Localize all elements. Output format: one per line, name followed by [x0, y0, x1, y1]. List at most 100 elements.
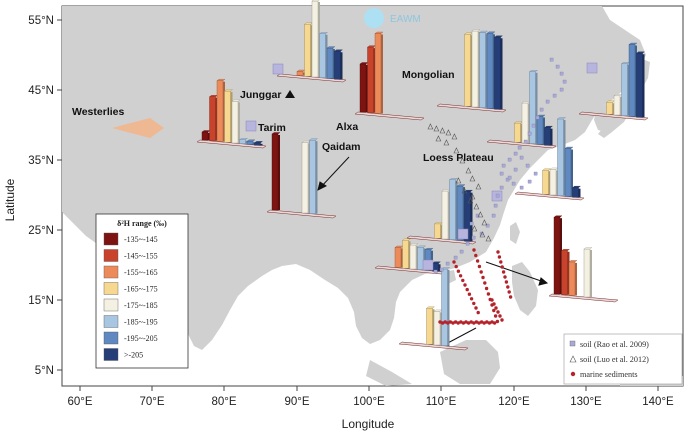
bar — [553, 216, 561, 295]
marine-dot — [492, 302, 496, 306]
bar — [561, 250, 568, 295]
bar — [319, 33, 326, 78]
marine-dot — [474, 306, 478, 310]
y-tick-label: 5°N — [35, 365, 54, 377]
bar — [231, 101, 239, 144]
bar — [311, 0, 319, 78]
legend-swatch — [103, 348, 119, 361]
bar-top — [471, 29, 481, 32]
bar-top — [456, 184, 466, 187]
bar-top — [311, 0, 320, 2]
bar-top — [636, 51, 645, 54]
soil-luo-marker — [453, 147, 460, 154]
dot-icon — [570, 371, 576, 377]
marine-dot — [472, 248, 476, 252]
bar-side — [340, 52, 343, 80]
site-count-box — [586, 62, 598, 74]
bar-side — [366, 65, 368, 112]
marine-dot — [469, 320, 473, 324]
legend-swatch — [103, 331, 119, 345]
marine-dot — [477, 264, 482, 269]
soil-rao-marker — [495, 193, 500, 198]
legend-entry-label: -175~-185 — [124, 301, 158, 310]
bar — [486, 33, 494, 109]
y-tick-labels: 55°N 45°N 35°N 25°N 15°N 5°N — [28, 15, 54, 377]
bar-side — [278, 135, 280, 210]
bar-side — [485, 33, 488, 108]
region-label-loess: Loess Plateau — [423, 152, 494, 164]
bar-side — [556, 170, 558, 195]
bar-top — [494, 35, 503, 38]
x-axis — [79, 386, 659, 391]
soil-rao-marker — [527, 179, 532, 184]
marine-dot — [474, 320, 479, 324]
bar — [246, 141, 254, 145]
x-tick-label: 90°E — [284, 396, 309, 408]
bar-side — [416, 246, 418, 269]
bar-side — [310, 25, 313, 77]
bar-base — [486, 139, 557, 149]
x-tick-label: 100°E — [353, 396, 385, 408]
region-label-junggar: Junggar — [240, 89, 281, 101]
bar-top — [432, 261, 441, 264]
soil-rao-marker — [433, 269, 438, 274]
region-label-mongolian: Mongolian — [402, 69, 455, 81]
bar-top — [572, 186, 581, 188]
bar-group — [276, 0, 347, 83]
bar-top — [409, 243, 419, 246]
bar — [557, 118, 564, 196]
bar-top — [239, 138, 248, 140]
bar-side — [550, 128, 553, 146]
legend-soil-rao: soil (Rao et al. 2009) — [580, 340, 649, 349]
legend-soil-luo: soil (Luo et al. 2012) — [580, 355, 649, 364]
marine-dot — [465, 287, 469, 292]
x-tick-label: 130°E — [570, 396, 602, 408]
bar-top — [426, 306, 435, 309]
x-tick-label: 60°E — [67, 396, 92, 408]
land-philippines — [512, 262, 538, 316]
soil-luo-markers — [427, 123, 492, 242]
bar-top — [246, 139, 256, 142]
marine-dot — [454, 264, 458, 269]
bar — [296, 71, 304, 76]
bar-side — [548, 171, 551, 195]
bar-top — [564, 146, 574, 149]
soil-luo-marker — [445, 129, 452, 136]
marine-dot — [504, 280, 509, 284]
legend-entry-label: -165~-175 — [124, 285, 158, 294]
soil-luo-marker — [451, 133, 458, 140]
bar-top — [529, 70, 538, 72]
bar-base — [276, 73, 347, 83]
bar — [542, 170, 549, 195]
marine-dot — [481, 275, 485, 280]
soil-rao-marker — [539, 107, 544, 112]
marine-dot — [472, 301, 476, 306]
x-axis-title: Longitude — [342, 417, 395, 431]
bar-group — [406, 178, 477, 245]
bar-top — [449, 178, 458, 180]
soil-rao-marker — [499, 171, 504, 176]
westerlies-arrow — [112, 118, 164, 138]
bar-top — [309, 138, 318, 141]
soil-rao-marker — [493, 203, 498, 208]
marine-dot — [483, 281, 487, 285]
marine-dot — [443, 320, 447, 324]
soil-luo-marker — [479, 231, 486, 238]
site-count-box — [457, 228, 469, 240]
bar-top — [557, 117, 566, 120]
soil-rao-marker — [519, 155, 524, 160]
bar-top — [402, 238, 411, 241]
marine-dot — [486, 292, 491, 296]
marine-dot — [490, 320, 494, 324]
soil-rao-marker — [533, 171, 538, 176]
bar-base — [578, 111, 649, 121]
x-tick-label: 140°E — [642, 396, 674, 408]
bar-group — [578, 42, 649, 121]
soil-rao-marker — [552, 93, 557, 98]
marine-dot — [469, 297, 474, 301]
marine-dot — [492, 321, 497, 325]
legend-swatch — [103, 282, 119, 295]
soil-rao-marker — [531, 123, 536, 128]
legend-marine: marine sediments — [580, 370, 638, 379]
x-tick-labels: 60°E 70°E 80°E 90°E 100°E 110°E 120°E 13… — [67, 396, 674, 408]
